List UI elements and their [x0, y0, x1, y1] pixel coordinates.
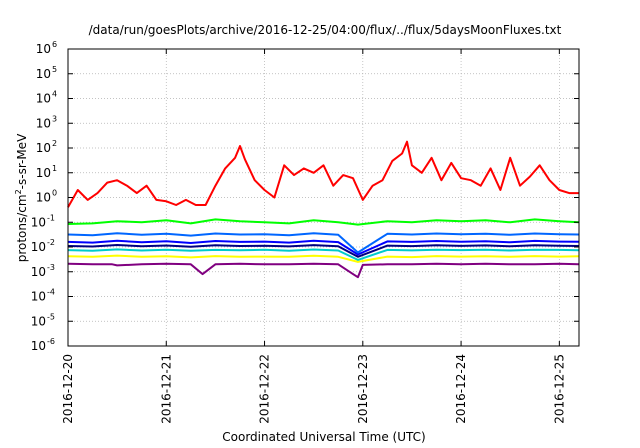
y-axis-label-sup: 2: [14, 189, 23, 194]
series-line-3: [67, 244, 580, 258]
y-tick-label-exponent: -2: [47, 238, 55, 247]
y-tick-label-exponent: -4: [47, 288, 55, 297]
x-tick-labels: 2016-12-20 2016-12-21 2016-12-22 2016-12-23…: [61, 354, 566, 424]
y-tick-label: 10: [36, 116, 51, 130]
y-tick-label-base: 10: [31, 240, 46, 254]
y-tick-label-exponent: 4: [52, 90, 57, 99]
y-axis-label-base: protons/cm: [15, 194, 29, 262]
y-tick-label: 10: [31, 265, 46, 279]
series-line-2: [67, 248, 580, 261]
y-tick-label-base: 10: [36, 141, 51, 155]
series-line-7: [67, 140, 579, 208]
y-tick-label-base: 10: [36, 191, 51, 205]
y-tick-label-base: 10: [36, 92, 51, 106]
y-tick-label: 10: [31, 314, 46, 328]
x-tick-label: 2016-12-22: [258, 354, 272, 424]
y-tick-label-exponent: -1: [47, 213, 55, 222]
y-tick-label-exponent: 6: [52, 40, 57, 49]
y-tick-label-exponent: 2: [52, 139, 57, 148]
series-line-5: [67, 232, 580, 254]
x-tick-label: 2016-12-23: [356, 354, 370, 424]
y-tick-label: 10: [31, 215, 46, 229]
y-tick-label: 10: [36, 141, 51, 155]
y-tick-label: 10: [31, 290, 46, 304]
y-tick-labels: 10 -610 -510 -410 -310 -210 -110 010 110 210 310 41…: [31, 40, 57, 353]
y-tick-label-exponent: 3: [52, 114, 57, 123]
x-tick-label: 2016-12-20: [61, 354, 75, 424]
x-axis-label: Coordinated Universal Time (UTC): [222, 430, 425, 444]
series-line-1: [67, 254, 580, 263]
grid-lines: [68, 49, 579, 346]
series-layer: [67, 140, 580, 279]
y-axis-label: protons/cm2-s-sr-MeV: [14, 133, 29, 262]
y-tick-label-base: 10: [36, 42, 51, 56]
x-tick-label: 2016-12-24: [454, 354, 468, 424]
series-line-4: [67, 239, 580, 256]
y-tick-label-exponent: -5: [47, 312, 55, 321]
chart-title: /data/run/goesPlots/archive/2016-12-25/0…: [89, 23, 562, 37]
y-tick-label-exponent: 5: [52, 65, 57, 74]
series-line-6: [67, 218, 580, 226]
y-axis-label-rest: -s-sr-MeV: [15, 133, 29, 189]
y-tick-label-base: 10: [31, 314, 46, 328]
y-tick-label-base: 10: [36, 116, 51, 130]
y-tick-label-exponent: -6: [47, 337, 55, 346]
x-tick-label: 2016-12-25: [552, 354, 566, 424]
y-tick-label: 10: [36, 67, 51, 81]
y-tick-label-exponent: 0: [52, 189, 57, 198]
y-tick-label-exponent: 1: [52, 164, 57, 173]
y-tick-label: 10: [36, 42, 51, 56]
y-tick-label: 10: [31, 339, 46, 353]
x-tick-label: 2016-12-21: [159, 354, 173, 424]
tick-marks: [67, 48, 579, 347]
y-tick-label: 10: [36, 166, 51, 180]
y-tick-label-base: 10: [31, 265, 46, 279]
y-tick-label: 10: [36, 191, 51, 205]
y-tick-label: 10: [36, 92, 51, 106]
y-tick-label-base: 10: [36, 67, 51, 81]
y-tick-label-exponent: -3: [47, 263, 55, 272]
y-tick-label-base: 10: [31, 290, 46, 304]
y-tick-label-base: 10: [31, 339, 46, 353]
y-tick-label-base: 10: [31, 215, 46, 229]
series-line-0: [67, 262, 580, 279]
y-tick-label-base: 10: [36, 166, 51, 180]
y-tick-label: 10: [31, 240, 46, 254]
